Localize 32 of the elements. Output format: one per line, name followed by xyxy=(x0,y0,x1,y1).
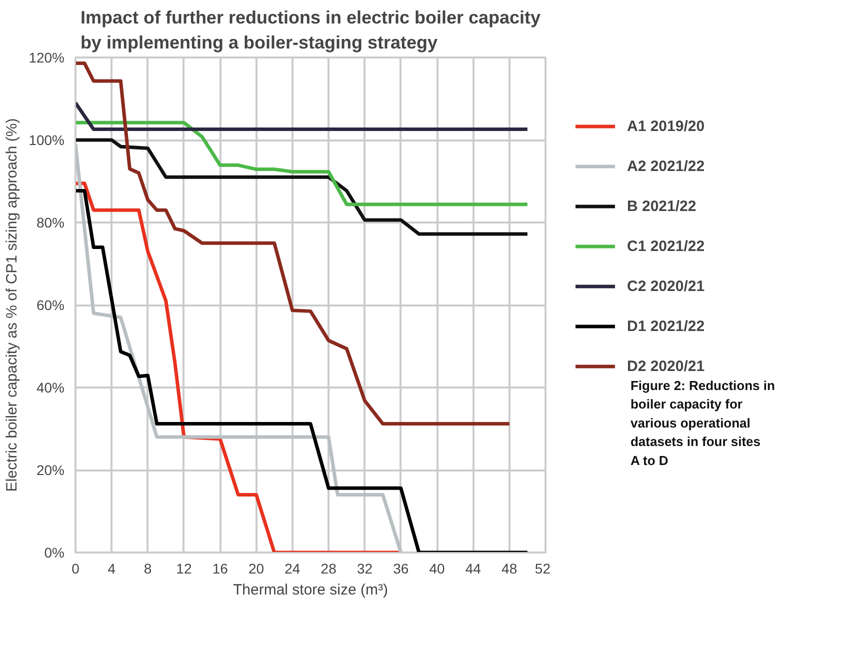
legend-label: B 2021/22 xyxy=(627,198,696,214)
legend-label: D2 2020/21 xyxy=(627,358,705,374)
legend-label: D1 2021/22 xyxy=(627,318,705,334)
y-tick-label: 0% xyxy=(44,544,64,560)
y-tick-label: 40% xyxy=(36,380,65,396)
x-tick-label: 8 xyxy=(144,560,152,576)
x-tick-label: 28 xyxy=(320,560,337,576)
legend-label: C2 2020/21 xyxy=(627,278,705,294)
x-tick-label: 20 xyxy=(248,560,264,576)
x-tick-label: 4 xyxy=(108,560,116,576)
y-tick-label: 100% xyxy=(28,132,65,148)
x-axis-title: Thermal store size (m³) xyxy=(232,582,388,598)
y-tick-label: 60% xyxy=(36,297,65,313)
x-tick-label: 52 xyxy=(534,560,551,576)
x-tick-label: 32 xyxy=(356,560,373,576)
x-tick-label: 36 xyxy=(393,560,409,576)
legend-label: A1 2019/20 xyxy=(627,118,705,134)
y-tick-label: 120% xyxy=(28,50,65,66)
x-tick-label: 24 xyxy=(284,560,300,576)
y-tick-label: 20% xyxy=(36,462,65,478)
x-tick-label: 44 xyxy=(465,560,482,576)
y-tick-label: 80% xyxy=(36,214,65,230)
legend-label: C1 2021/22 xyxy=(627,238,705,254)
x-tick-label: 0 xyxy=(72,560,80,576)
chart-title: Impact of further reductions in electric boiler capacity by implementing a boiler-staging strategy xyxy=(80,8,541,52)
legend-label: A2 2021/22 xyxy=(627,158,705,174)
x-tick-label: 40 xyxy=(429,560,446,576)
x-tick-label: 48 xyxy=(502,560,518,576)
x-tick-label: 12 xyxy=(176,560,192,576)
y-axis-title: Electric boiler capacity as % of CP1 sizing approach (%) xyxy=(4,118,21,492)
caption: Figure 2: Reductions in boiler capacity for various operational datasets in four sites A to D xyxy=(630,378,775,468)
x-tick-label: 16 xyxy=(212,560,228,576)
